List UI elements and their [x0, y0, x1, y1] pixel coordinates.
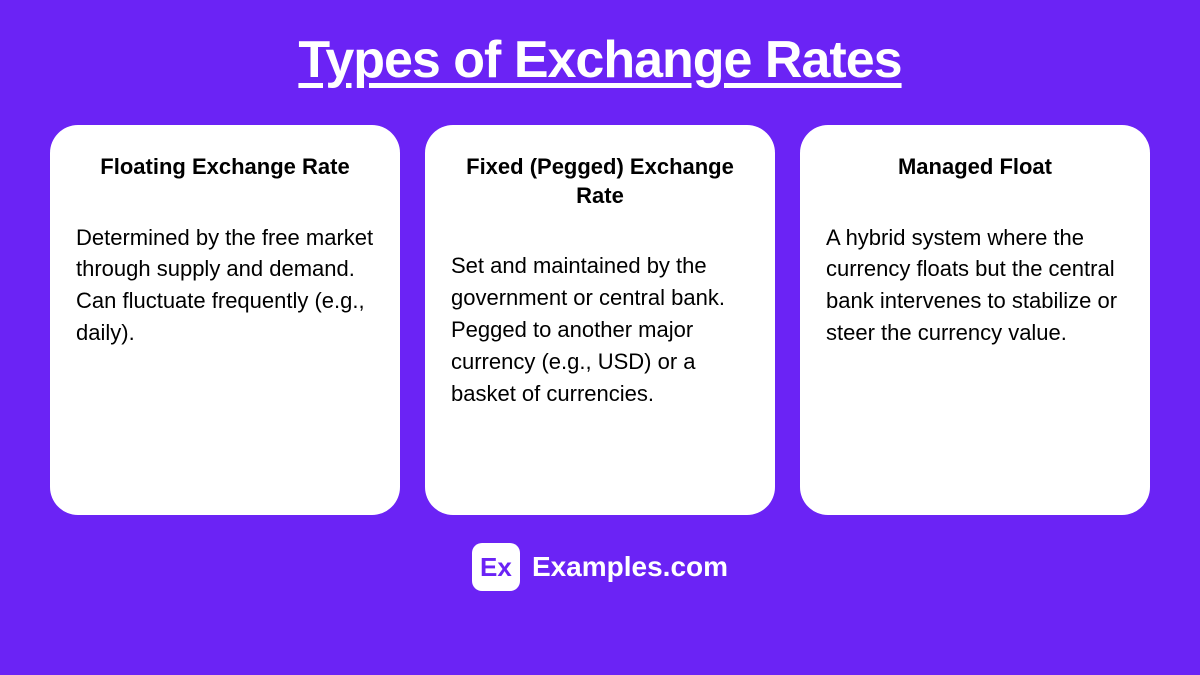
card-body: Set and maintained by the government or … [451, 250, 749, 409]
card-title: Floating Exchange Rate [76, 153, 374, 182]
footer-site: Examples.com [532, 551, 728, 583]
card-fixed: Fixed (Pegged) Exchange Rate Set and mai… [425, 125, 775, 515]
footer: Ex Examples.com [472, 543, 728, 591]
card-floating: Floating Exchange Rate Determined by the… [50, 125, 400, 515]
card-body: A hybrid system where the currency float… [826, 222, 1124, 350]
card-title: Managed Float [826, 153, 1124, 182]
card-title: Fixed (Pegged) Exchange Rate [451, 153, 749, 210]
card-managed: Managed Float A hybrid system where the … [800, 125, 1150, 515]
page-title: Types of Exchange Rates [298, 30, 901, 90]
card-body: Determined by the free market through su… [76, 222, 374, 350]
logo-icon: Ex [472, 543, 520, 591]
cards-row: Floating Exchange Rate Determined by the… [50, 125, 1150, 515]
